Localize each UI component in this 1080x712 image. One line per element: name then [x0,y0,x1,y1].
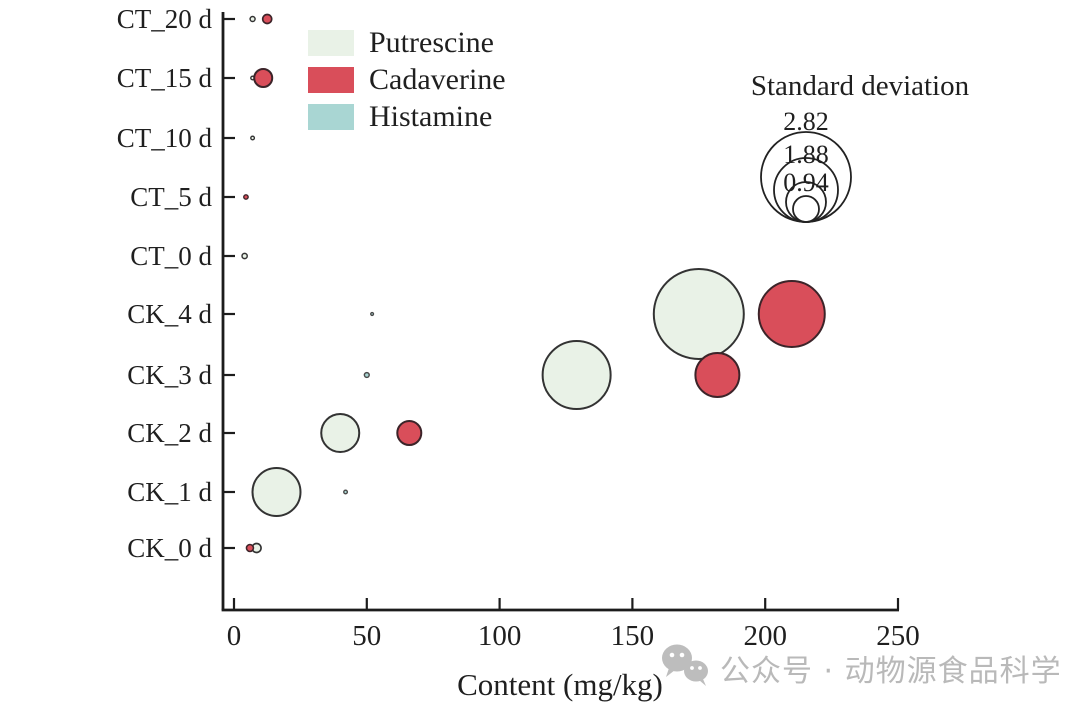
y-axis-label-ck-2d: CK_2 d [127,418,212,448]
watermark: 公众号 · 动物源食品科学 [660,642,1062,693]
size-legend-value-2-82: 2.82 [783,107,829,136]
x-tick-label-0: 0 [226,620,242,652]
y-axis-label-ct-10d: CT_10 d [116,123,212,153]
legend-label-cadaverine: Cadaverine [369,62,506,96]
size-legend-value-1-88: 1.88 [783,140,829,169]
y-axis-label-ct-15d: CT_15 d [116,63,212,93]
bubble-histamine-ck-1-d [343,489,349,495]
y-axis-label-ck-4d: CK_4 d [127,299,212,329]
bubble-putrescine-ct-20-d [249,15,256,23]
histamine-color-swatch [308,103,354,130]
bubble-cadaverine-ct-5-d [243,194,249,200]
legend-item-putrescine: Putrescine [308,24,506,61]
y-axis-label-ct-20d: CT_20 d [116,4,212,34]
bubble-putrescine-ck-4-d [652,268,745,360]
bubble-cadaverine-ck-0-d [245,543,255,553]
legend-label-histamine: Histamine [369,99,493,133]
bubble-histamine-ck-4-d [370,311,375,317]
series-legend: Putrescine Cadaverine Histamine [308,24,506,135]
y-axis-label-ct-0d: CT_0 d [130,241,212,271]
x-tick-label-50: 50 [352,620,382,652]
bubble-putrescine-ct-0-d [241,252,248,260]
x-tick-label-250: 250 [876,620,920,652]
bubble-putrescine-ck-3-d [541,340,612,410]
legend-item-histamine: Histamine [308,98,506,135]
x-tick-label-100: 100 [477,620,522,652]
x-axis-title: Content (mg/kg) [457,667,663,702]
x-tick-label-200: 200 [743,620,787,652]
size-legend-value-0-94: 0.94 [783,168,829,197]
y-axis-label-ck-3d: CK_3 d [127,360,212,390]
bubble-cadaverine-ct-20-d [261,13,273,25]
watermark-text: 公众号 · 动物源食品科学 [720,653,1062,689]
legend-item-cadaverine: Cadaverine [308,61,506,98]
bubble-putrescine-ck-1-d [251,467,302,517]
bubble-putrescine-ct-10-d [250,135,256,141]
bubble-cadaverine-ck-3-d [694,352,741,398]
putrescine-color-swatch [308,29,354,56]
x-tick-label-150: 150 [610,620,655,652]
bubble-cadaverine-ck-2-d [396,420,423,446]
bubble-cadaverine-ct-15-d [253,68,274,88]
bubble-cadaverine-ck-4-d [757,280,826,348]
bubble-putrescine-ck-2-d [320,413,361,453]
size-legend-circle-smallest [792,195,820,223]
wechat-icon [660,642,712,693]
y-axis-label-ck-0d: CK_0 d [127,533,212,563]
bubble-histamine-ck-3-d [363,371,370,379]
y-axis-label-ck-1d: CK_1 d [127,477,212,507]
cadaverine-color-swatch [308,66,354,93]
size-legend-title: Standard deviation [750,70,970,102]
y-axis-label-ct-5d: CT_5 d [130,182,212,212]
legend-label-putrescine: Putrescine [369,25,494,59]
